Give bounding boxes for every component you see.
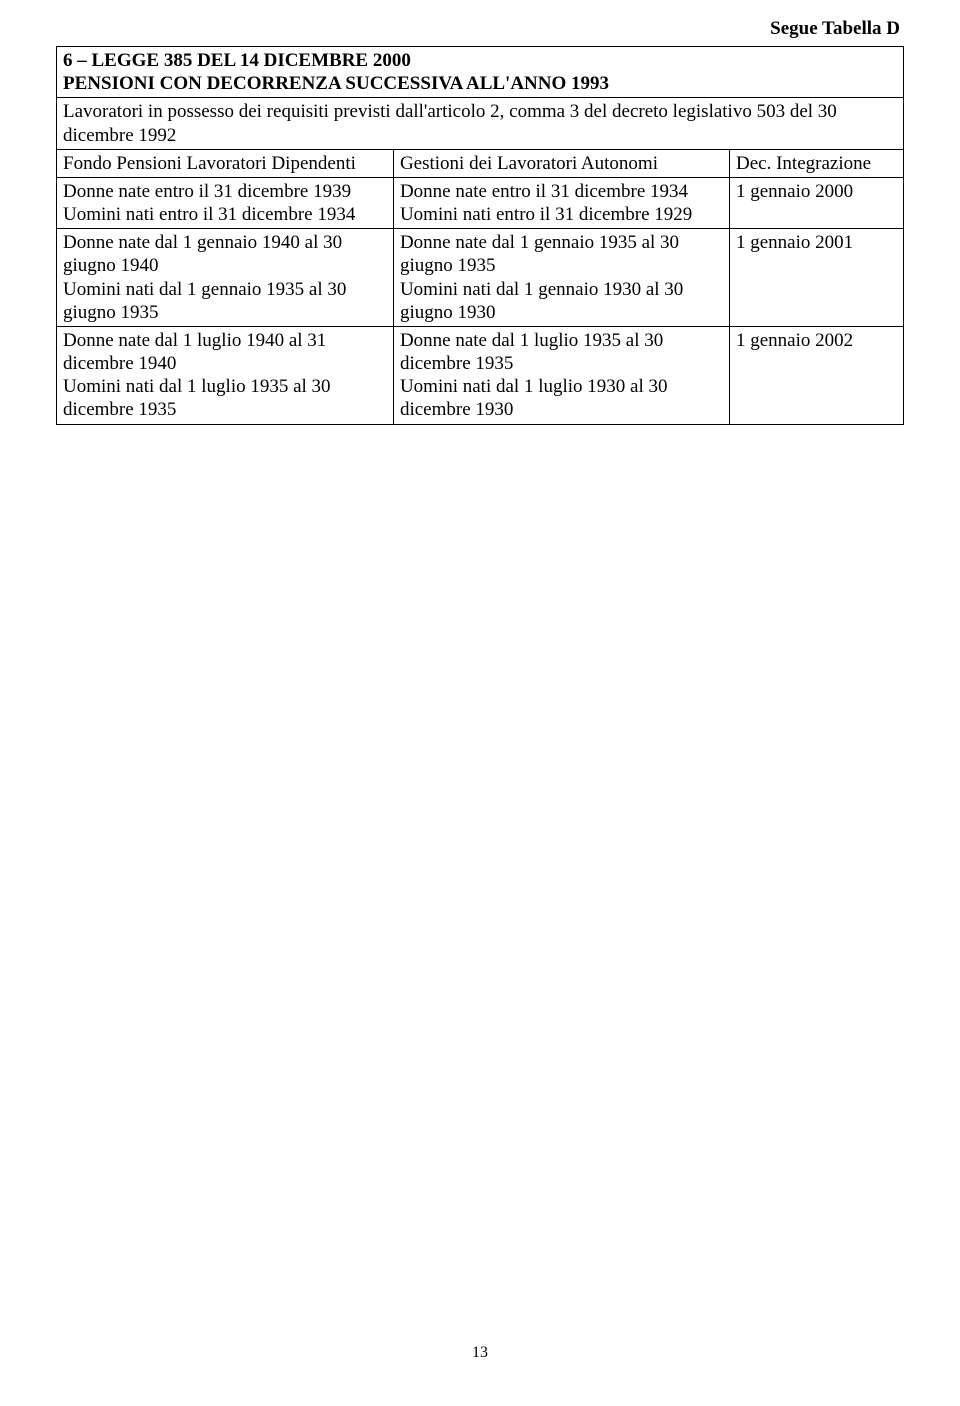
cell-b-line1: Donne nate dal 1 gennaio 1935 al 30 giug… — [400, 231, 723, 277]
cell-a-line1: Donne nate entro il 31 dicembre 1939 — [63, 180, 387, 203]
cell-b-line2: Uomini nati dal 1 luglio 1930 al 30 dice… — [400, 375, 723, 421]
cell-c: 1 gennaio 2002 — [730, 326, 904, 424]
header-col-a: Fondo Pensioni Lavoratori Dipendenti — [57, 149, 394, 177]
cell-b: Donne nate dal 1 gennaio 1935 al 30 giug… — [393, 229, 729, 327]
subtitle-row: Lavoratori in possesso dei requisiti pre… — [57, 98, 904, 149]
cell-b-line1: Donne nate dal 1 luglio 1935 al 30 dicem… — [400, 329, 723, 375]
document-page: Segue Tabella D 6 – LEGGE 385 DEL 14 DIC… — [0, 0, 960, 425]
header-col-c: Dec. Integrazione — [730, 149, 904, 177]
cell-b-line2: Uomini nati dal 1 gennaio 1930 al 30 giu… — [400, 278, 723, 324]
cell-a-line1: Donne nate dal 1 gennaio 1940 al 30 giug… — [63, 231, 387, 277]
cell-a-line2: Uomini nati entro il 31 dicembre 1934 — [63, 203, 387, 226]
table-row: Donne nate dal 1 luglio 1940 al 31 dicem… — [57, 326, 904, 424]
cell-b-line1: Donne nate entro il 31 dicembre 1934 — [400, 180, 723, 203]
cell-b-line2: Uomini nati entro il 31 dicembre 1929 — [400, 203, 723, 226]
continuation-caption: Segue Tabella D — [56, 18, 904, 40]
title-line-2: PENSIONI CON DECORRENZA SUCCESSIVA ALL'A… — [63, 72, 897, 95]
cell-b: Donne nate dal 1 luglio 1935 al 30 dicem… — [393, 326, 729, 424]
page-number: 13 — [0, 1344, 960, 1362]
cell-a-line2: Uomini nati dal 1 luglio 1935 al 30 dice… — [63, 375, 387, 421]
header-row: Fondo Pensioni Lavoratori Dipendenti Ges… — [57, 149, 904, 177]
cell-c: 1 gennaio 2000 — [730, 177, 904, 228]
table-d: 6 – LEGGE 385 DEL 14 DICEMBRE 2000 PENSI… — [56, 46, 904, 425]
cell-a: Donne nate entro il 31 dicembre 1939 Uom… — [57, 177, 394, 228]
header-col-b: Gestioni dei Lavoratori Autonomi — [393, 149, 729, 177]
cell-a: Donne nate dal 1 gennaio 1940 al 30 giug… — [57, 229, 394, 327]
title-row: 6 – LEGGE 385 DEL 14 DICEMBRE 2000 PENSI… — [57, 47, 904, 98]
title-line-1: 6 – LEGGE 385 DEL 14 DICEMBRE 2000 — [63, 49, 897, 72]
cell-c: 1 gennaio 2001 — [730, 229, 904, 327]
table-row: Donne nate entro il 31 dicembre 1939 Uom… — [57, 177, 904, 228]
cell-a: Donne nate dal 1 luglio 1940 al 31 dicem… — [57, 326, 394, 424]
cell-a-line1: Donne nate dal 1 luglio 1940 al 31 dicem… — [63, 329, 387, 375]
table-title-cell: 6 – LEGGE 385 DEL 14 DICEMBRE 2000 PENSI… — [57, 47, 904, 98]
table-row: Donne nate dal 1 gennaio 1940 al 30 giug… — [57, 229, 904, 327]
subtitle-cell: Lavoratori in possesso dei requisiti pre… — [57, 98, 904, 149]
cell-a-line2: Uomini nati dal 1 gennaio 1935 al 30 giu… — [63, 278, 387, 324]
cell-b: Donne nate entro il 31 dicembre 1934 Uom… — [393, 177, 729, 228]
